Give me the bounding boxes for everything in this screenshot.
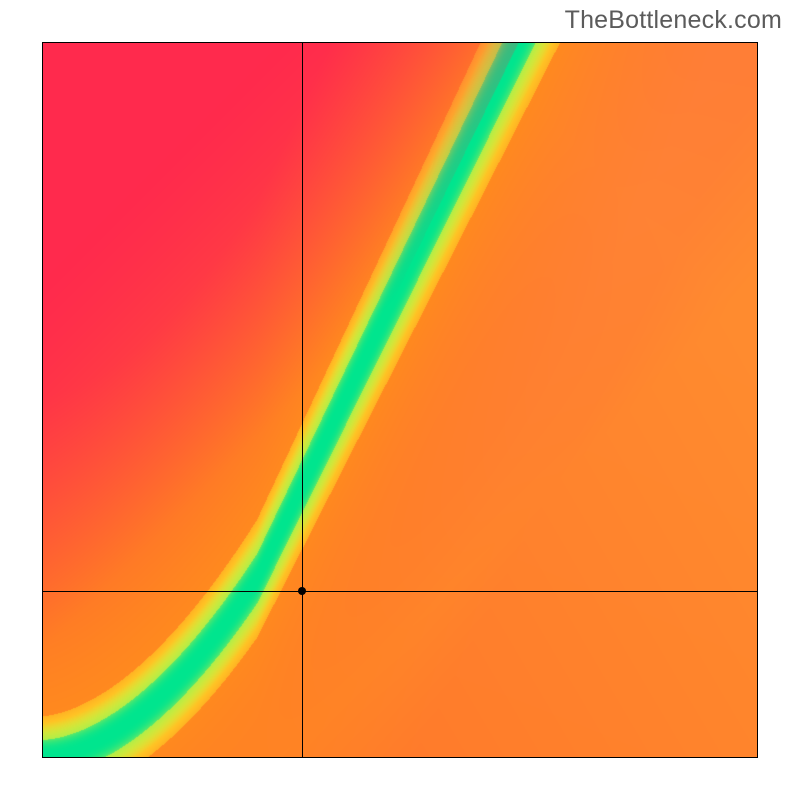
- bottleneck-heatmap: [43, 43, 757, 757]
- crosshair-horizontal: [43, 591, 757, 592]
- crosshair-vertical: [302, 43, 303, 757]
- marker-point: [298, 587, 306, 595]
- watermark-text: TheBottleneck.com: [565, 6, 782, 35]
- chart-container: TheBottleneck.com: [0, 0, 800, 800]
